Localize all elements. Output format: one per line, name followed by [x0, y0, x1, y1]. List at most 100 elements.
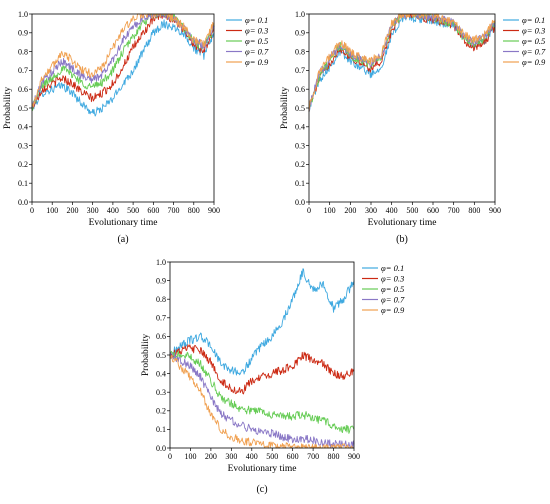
- x-tick-label: 400: [107, 206, 119, 215]
- x-tick-label: 700: [307, 452, 319, 461]
- y-tick-label: 0.2: [295, 160, 305, 169]
- x-tick-label: 400: [246, 452, 258, 461]
- x-axis-label: Evolutionary time: [228, 464, 297, 474]
- y-tick-label: 0.5: [18, 104, 28, 113]
- chart-panel-1: 0 100 200 300 400 500 600 700 800 900 0.0 0.1 0.2 0.3…: [3, 10, 269, 245]
- x-tick-label: 700: [448, 206, 460, 215]
- y-tick-label: 0.7: [18, 66, 28, 75]
- x-tick-label: 600: [147, 206, 159, 215]
- x-axis-label: Evolutionary time: [89, 218, 158, 228]
- x-tick-label: 900: [489, 206, 501, 215]
- x-tick-label: 100: [324, 206, 336, 215]
- series-line-5: [169, 354, 354, 449]
- y-tick-label: 1.0: [156, 258, 166, 267]
- x-tick-label: 0: [168, 452, 172, 461]
- y-tick-label: 1.0: [18, 10, 28, 19]
- y-tick-label: 0.0: [295, 198, 305, 207]
- series-line-2: [31, 13, 215, 109]
- x-tick-label: 200: [344, 206, 356, 215]
- plot-frame: [308, 13, 496, 203]
- y-tick-label: 0.9: [156, 276, 166, 285]
- legend-entry: φ= 0.3: [381, 274, 404, 284]
- y-tick-label: 0.8: [156, 295, 166, 304]
- legend-entry: φ= 0.7: [522, 47, 546, 57]
- series-line-5: [31, 13, 215, 108]
- panel-label: (a): [117, 234, 128, 245]
- y-tick-label: 0.3: [156, 388, 166, 397]
- legend-entry: φ= 0.5: [381, 284, 404, 294]
- series-line-4: [308, 13, 496, 112]
- x-tick-label: 900: [348, 452, 360, 461]
- y-tick-label: 0.2: [18, 160, 28, 169]
- x-tick-label: 0: [307, 206, 311, 215]
- series-line-2: [169, 344, 355, 395]
- y-tick-label: 0.1: [156, 425, 166, 434]
- y-tick-label: 0.4: [18, 123, 28, 132]
- y-tick-label: 0.9: [295, 29, 305, 38]
- legend-entry: φ= 0.5: [522, 36, 545, 46]
- x-tick-label: 900: [208, 206, 220, 215]
- x-tick-label: 600: [287, 452, 299, 461]
- y-tick-label: 1.0: [295, 10, 305, 19]
- y-tick-label: 0.7: [295, 66, 305, 75]
- panel-label: (c): [256, 484, 267, 495]
- x-tick-label: 500: [127, 206, 139, 215]
- legend-entry: φ= 0.5: [245, 36, 268, 46]
- legend-entry: φ= 0.3: [522, 26, 545, 36]
- y-tick-label: 0.8: [295, 47, 305, 56]
- y-tick-label: 0.1: [295, 179, 305, 188]
- x-tick-label: 300: [225, 452, 237, 461]
- legend-entry: φ= 0.1: [245, 15, 268, 25]
- legend-entry: φ= 0.9: [522, 57, 546, 67]
- series-line-1: [31, 19, 215, 117]
- chart-panel-3: 0 100 200 300 400 500 600 700 800 900 0.0 0.1 0.2 0.3…: [141, 258, 405, 495]
- y-tick-label: 0.4: [156, 369, 166, 378]
- y-tick-label: 0.2: [156, 407, 166, 416]
- y-tick-label: 0.6: [18, 85, 28, 94]
- y-tick-label: 0.3: [295, 141, 305, 150]
- x-tick-label: 500: [406, 206, 418, 215]
- legend-entry: φ= 0.7: [245, 47, 269, 57]
- panel-label: (b): [396, 234, 408, 245]
- series-line-1: [169, 268, 355, 376]
- series-line-3: [169, 350, 355, 434]
- series-line-3: [31, 13, 215, 111]
- x-tick-label: 200: [66, 206, 78, 215]
- series-line-4: [169, 352, 355, 449]
- x-axis-label: Evolutionary time: [368, 218, 437, 228]
- x-tick-label: 300: [87, 206, 99, 215]
- x-tick-label: 300: [365, 206, 377, 215]
- x-tick-label: 500: [266, 452, 278, 461]
- y-tick-label: 0.9: [18, 29, 28, 38]
- series-line-3: [308, 13, 496, 112]
- x-tick-label: 700: [168, 206, 180, 215]
- y-tick-label: 0.1: [18, 179, 28, 188]
- series-line-1: [308, 13, 496, 113]
- y-tick-label: 0.4: [295, 123, 305, 132]
- y-tick-label: 0.6: [156, 332, 166, 341]
- x-tick-label: 600: [427, 206, 439, 215]
- legend-entry: φ= 0.9: [381, 305, 405, 315]
- legend-entry: φ= 0.9: [245, 57, 269, 67]
- legend-entry: φ= 0.7: [381, 295, 405, 305]
- y-tick-label: 0.7: [156, 314, 166, 323]
- series-line-5: [308, 13, 496, 112]
- y-tick-label: 0.0: [18, 198, 28, 207]
- x-tick-label: 100: [46, 206, 58, 215]
- y-axis-label: Probability: [3, 87, 13, 129]
- y-axis-label: Probability: [280, 87, 290, 129]
- x-tick-label: 800: [328, 452, 340, 461]
- x-tick-label: 0: [30, 206, 34, 215]
- x-tick-label: 400: [386, 206, 398, 215]
- series-line-2: [308, 13, 496, 112]
- y-tick-label: 0.3: [18, 141, 28, 150]
- legend-entry: φ= 0.3: [245, 26, 268, 36]
- y-tick-label: 0.5: [156, 351, 166, 360]
- y-tick-label: 0.0: [156, 444, 166, 453]
- y-tick-label: 0.8: [18, 47, 28, 56]
- y-tick-label: 0.5: [295, 104, 305, 113]
- x-tick-label: 800: [188, 206, 200, 215]
- x-tick-label: 100: [184, 452, 196, 461]
- legend-entry: φ= 0.1: [381, 263, 404, 273]
